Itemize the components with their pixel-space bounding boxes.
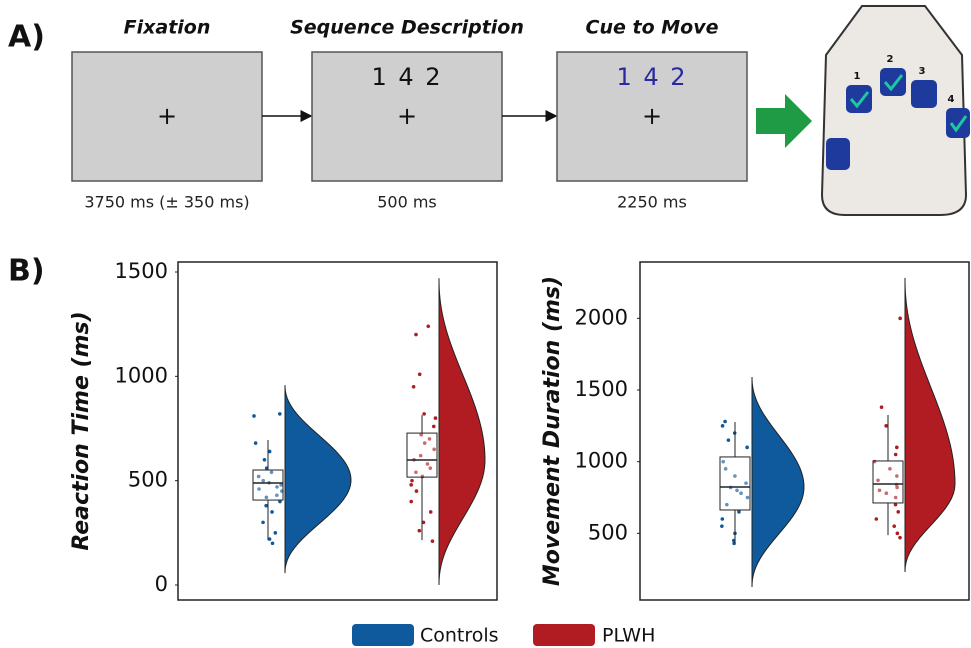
step-title: Fixation: [124, 17, 211, 39]
legend-label: PLWH: [602, 625, 655, 647]
step-title: Sequence Description: [290, 17, 524, 39]
keypad: 1 2 3 4: [822, 6, 970, 215]
data-point: [894, 453, 898, 457]
data-point: [270, 510, 274, 514]
y-tick-label: 1000: [115, 363, 168, 387]
data-point: [414, 333, 418, 337]
legend-label: Controls: [420, 625, 499, 647]
data-point: [261, 521, 265, 525]
screen-sequence: 1 4 2: [616, 63, 687, 91]
data-point: [434, 416, 438, 420]
screen-symbol: +: [157, 102, 177, 130]
box: [720, 457, 750, 510]
box: [873, 461, 903, 503]
step-duration: 3750 ms (± 350 ms): [84, 193, 249, 212]
y-tick-label: 1500: [575, 377, 628, 401]
box: [253, 470, 283, 500]
key-label: 3: [919, 66, 926, 77]
data-point: [723, 420, 727, 424]
data-point: [727, 438, 731, 442]
data-point: [418, 529, 422, 533]
box: [407, 433, 437, 477]
data-point: [737, 510, 741, 514]
data-point: [875, 517, 879, 521]
y-tick-label: 500: [128, 468, 168, 492]
data-point: [898, 536, 902, 540]
data-point: [415, 489, 419, 493]
group: [720, 377, 804, 587]
data-point: [432, 425, 436, 429]
data-point: [884, 424, 888, 428]
violin: [439, 278, 485, 585]
data-point: [426, 324, 430, 328]
figure: A) Fixation + 3750 ms (± 350 ms) Sequenc…: [0, 0, 971, 648]
step-sequence: Sequence Description 1 4 2 + 500 ms: [290, 17, 524, 212]
group: [407, 278, 485, 585]
key-label: 2: [887, 54, 894, 65]
group: [873, 278, 955, 572]
data-point: [278, 412, 282, 416]
step-duration: 2250 ms: [617, 193, 687, 212]
y-axis-label: Reaction Time (ms): [69, 311, 94, 550]
data-point: [429, 510, 433, 514]
violin: [285, 385, 351, 573]
data-point: [431, 539, 435, 543]
y-tick-label: 2000: [575, 305, 628, 329]
data-point: [271, 541, 275, 545]
data-point: [721, 424, 725, 428]
data-point: [896, 510, 900, 514]
key-label: 1: [854, 71, 861, 82]
panel-label: B): [8, 254, 45, 289]
y-tick-label: 0: [155, 572, 168, 596]
data-point: [721, 517, 725, 521]
violin: [905, 278, 955, 572]
key-label: 4: [948, 94, 955, 105]
y-tick-label: 1000: [575, 449, 628, 473]
y-tick-label: 1500: [115, 259, 168, 283]
step-fixation: Fixation + 3750 ms (± 350 ms): [72, 17, 262, 212]
green-arrow: [756, 94, 812, 148]
data-point: [409, 483, 413, 487]
y-tick-label: 500: [588, 520, 628, 544]
step-duration: 500 ms: [377, 193, 437, 212]
screen-symbol: +: [642, 102, 662, 130]
panel-label: A): [8, 20, 45, 55]
step-cue: Cue to Move 1 4 2 + 2250 ms: [557, 17, 747, 212]
data-point: [273, 531, 277, 535]
data-point: [412, 385, 416, 389]
data-point: [409, 500, 413, 504]
data-point: [252, 414, 256, 418]
data-point: [898, 317, 902, 321]
step-title: Cue to Move: [586, 17, 719, 39]
data-point: [745, 446, 749, 450]
data-point: [410, 479, 414, 483]
legend-swatch: [352, 624, 414, 646]
data-point: [896, 532, 900, 536]
screen-sequence: 1 4 2: [371, 63, 442, 91]
data-point: [422, 412, 426, 416]
data-point: [880, 405, 884, 409]
data-point: [720, 524, 724, 528]
group: [252, 385, 351, 573]
data-point: [264, 504, 268, 508]
data-point: [263, 458, 267, 462]
y-axis-label: Movement Duration (ms): [540, 276, 565, 586]
data-point: [254, 441, 258, 445]
legend-swatch: [533, 624, 595, 646]
violin: [752, 377, 804, 587]
data-point: [418, 372, 422, 376]
data-point: [895, 446, 899, 450]
data-point: [892, 524, 896, 528]
screen-symbol: +: [397, 102, 417, 130]
